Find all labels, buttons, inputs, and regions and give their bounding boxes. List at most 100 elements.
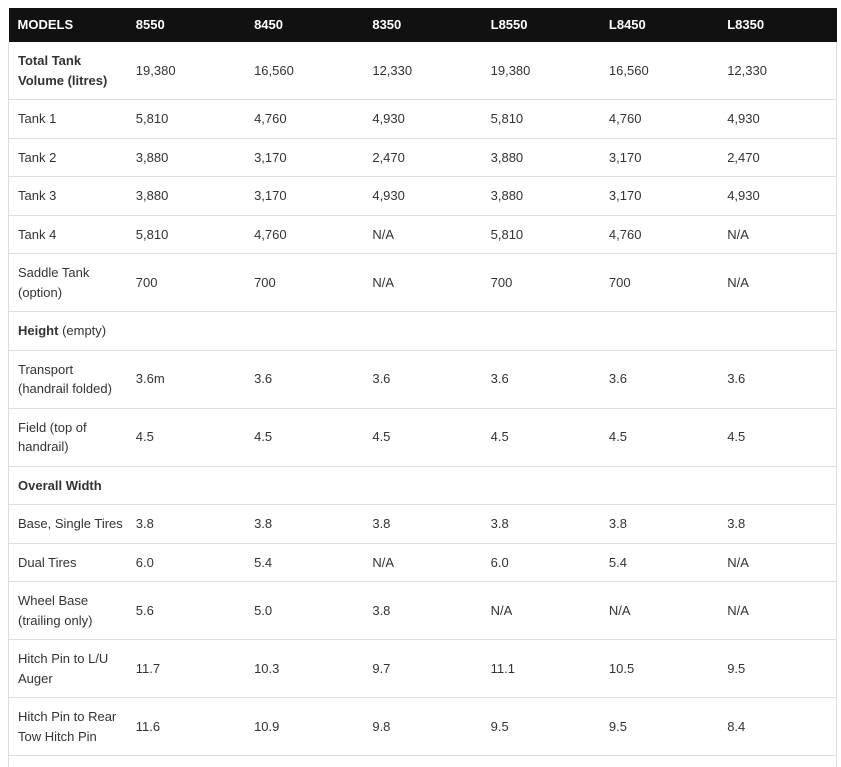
cell-value: 10.5 — [599, 639, 719, 698]
cell-value — [245, 755, 364, 767]
cell-value: 2,470 — [718, 137, 838, 177]
cell-value: 3.6 — [245, 349, 364, 408]
cell-value: 3,170 — [245, 137, 364, 177]
row-label — [7, 755, 127, 767]
header-cell-8550: 8550 — [126, 8, 246, 42]
cell-value: 3.6 — [599, 349, 719, 408]
cell-value: 9.5 — [718, 639, 838, 698]
cell-value: 3.6 — [363, 349, 482, 408]
row-label-text: Wheel Base (trailing only) — [18, 593, 93, 628]
cell-value: 5.4 — [599, 542, 719, 582]
cell-value — [718, 311, 838, 350]
cell-value — [599, 755, 719, 767]
row-label: Field (top of handrail) — [7, 407, 127, 466]
header-cell-models: MODELS — [8, 8, 127, 42]
cell-value: 4.5 — [363, 407, 482, 466]
cell-value: 5.4 — [245, 542, 364, 582]
cell-value — [718, 465, 838, 505]
specifications-table: MODELS 8550 8450 8350 L8550 L8450 L8350 … — [7, 8, 838, 767]
cell-value: 9.5 — [599, 697, 719, 756]
cell-value: 19,380 — [490, 62, 531, 78]
cell-value: 12,330 — [718, 42, 838, 100]
row-label-text: Tank 2 — [18, 149, 57, 165]
cell-value: 4,760 — [245, 99, 364, 138]
cell-value: 3.6m — [126, 349, 246, 408]
cell-value: 4,760 — [245, 214, 364, 254]
cell-value: 6.0 — [481, 542, 600, 582]
cell-value: 9.5 — [481, 697, 600, 756]
row-label-text: Field (top of handrail) — [18, 419, 87, 455]
cell-value: 3.8 — [363, 504, 482, 543]
cell-value: 6.0 — [126, 542, 246, 582]
cell-value — [126, 755, 246, 767]
cell-value: 2,470 — [363, 137, 482, 177]
table-row: Field (top of handrail) 4.5 4.5 4.5 4.5 … — [7, 407, 838, 466]
cell-value — [245, 465, 364, 505]
cell-value: 5,810 — [481, 99, 600, 138]
row-label: Hitch Pin to L/U Auger — [7, 639, 127, 698]
row-label-text: Total Tank Volume (litres) — [18, 53, 108, 88]
row-label: Base, Single Tires — [7, 504, 127, 543]
table-row: Hitch Pin to Rear Tow Hitch Pin 11.6 10.… — [7, 697, 838, 756]
cell-value: 3,880 — [481, 137, 600, 177]
cell-value: N/A — [718, 214, 838, 254]
row-label-text: Saddle Tank (option) — [18, 265, 90, 300]
row-label: Height (empty) — [7, 311, 127, 350]
row-label: Total Tank Volume (litres) — [7, 42, 127, 100]
cell-value — [599, 465, 719, 505]
cell-value: 3,170 — [245, 176, 364, 215]
cell-value: 5,810 — [126, 99, 246, 138]
cell-value: 4.5 — [718, 407, 838, 466]
row-label: Overall Width — [7, 465, 127, 505]
header-cell-8350: 8350 — [363, 8, 482, 42]
header-cell-l8350: L8350 — [718, 8, 837, 42]
row-label-text: Tank 1 — [18, 111, 57, 126]
cell-value: N/A — [363, 253, 482, 312]
cell-value: N/A — [481, 581, 600, 640]
cell-value: 5,810 — [126, 214, 246, 254]
cell-value — [363, 311, 482, 350]
cell-value: 4,760 — [599, 214, 719, 254]
cell-value: N/A — [363, 214, 482, 254]
row-label: Tank 2 — [7, 137, 127, 177]
cell-value: 11.7 — [126, 639, 246, 698]
row-label-text: Hitch Pin to L/U Auger — [18, 651, 109, 686]
cell-value: 3.8 — [718, 504, 838, 543]
cell-value: 4.5 — [245, 407, 364, 466]
cell-value: 5.0 — [245, 581, 364, 640]
cell-value: 12,330 — [372, 62, 413, 78]
table-row: Wheel Base (trailing only) 5.6 5.0 3.8 N… — [7, 581, 838, 640]
cell-value: 3,170 — [599, 137, 719, 177]
cell-value — [481, 755, 600, 767]
row-label-suffix: (empty) — [58, 323, 107, 338]
cell-value: 3,880 — [126, 176, 246, 215]
cell-value: 9.7 — [363, 639, 482, 698]
cell-value — [481, 311, 600, 350]
row-label-text: Height — [18, 323, 59, 338]
row-label: Wheel Base (trailing only) — [7, 581, 127, 640]
cell-value — [126, 311, 246, 350]
cell-value: 16,560 — [254, 62, 294, 78]
cell-value: 4,930 — [363, 176, 482, 215]
table-row: Tank 2 3,880 3,170 2,470 3,880 3,170 2,4… — [7, 137, 838, 177]
cell-value — [363, 465, 482, 505]
cell-value: N/A — [363, 542, 482, 582]
cell-value: 8.4 — [718, 697, 838, 756]
row-label-text: Hitch Pin to Rear Tow Hitch Pin — [18, 709, 117, 744]
cell-value: 19,380 — [135, 62, 176, 78]
cell-value: 3,880 — [481, 176, 600, 215]
cell-value: 5,810 — [481, 214, 600, 254]
table-row: Overall Width — [7, 465, 838, 505]
table-row: Base, Single Tires 3.8 3.8 3.8 3.8 3.8 3… — [7, 504, 838, 543]
cell-value: 700 — [481, 253, 600, 312]
table-row: Dual Tires 6.0 5.4 N/A 6.0 5.4 N/A — [7, 542, 838, 582]
cell-value: 4.5 — [481, 407, 600, 466]
table-row — [7, 755, 838, 767]
cell-value: 4,930 — [718, 176, 838, 215]
table-row: Tank 1 5,810 4,760 4,930 5,810 4,760 4,9… — [7, 99, 838, 138]
cell-value: 4,930 — [718, 99, 838, 138]
cell-value: N/A — [718, 581, 838, 640]
table-body: Total Tank Volume (litres) 19,380 16,560… — [7, 42, 838, 767]
cell-value — [481, 465, 600, 505]
cell-value: 3.8 — [245, 504, 364, 543]
